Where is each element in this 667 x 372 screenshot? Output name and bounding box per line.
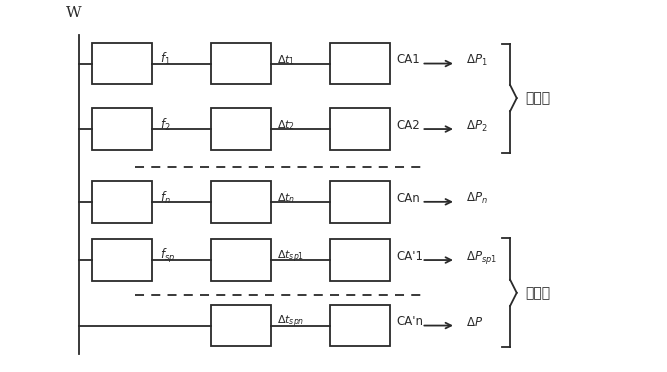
Text: $f_{sp}$: $f_{sp}$ (159, 247, 175, 265)
Bar (211, 108, 271, 150)
Bar (330, 108, 390, 150)
Bar (211, 239, 271, 281)
Text: $f_1$: $f_1$ (159, 51, 170, 67)
Text: CAn: CAn (396, 192, 420, 205)
Bar (330, 305, 390, 346)
Text: CA2: CA2 (396, 119, 420, 132)
Bar (92, 43, 151, 84)
Bar (211, 43, 271, 84)
Bar (330, 181, 390, 223)
Text: $\Delta P_{sp1}$: $\Delta P_{sp1}$ (466, 248, 497, 266)
Text: $\Delta P$: $\Delta P$ (466, 316, 483, 329)
Text: CA1: CA1 (396, 54, 420, 67)
Text: $\Delta t_n$: $\Delta t_n$ (277, 191, 295, 205)
Text: $\Delta t_1$: $\Delta t_1$ (277, 53, 295, 67)
Text: $\Delta t_{sp1}$: $\Delta t_{sp1}$ (277, 248, 304, 264)
Text: CA'1: CA'1 (396, 250, 424, 263)
Bar (330, 239, 390, 281)
Text: $\Delta P_n$: $\Delta P_n$ (466, 191, 488, 206)
Text: W: W (67, 6, 82, 20)
Text: $\Delta t_2$: $\Delta t_2$ (277, 119, 295, 132)
Text: 特殊级: 特殊级 (526, 286, 550, 300)
Bar (211, 305, 271, 346)
Text: $f_2$: $f_2$ (159, 117, 170, 133)
Bar (92, 239, 151, 281)
Text: 基本级: 基本级 (526, 91, 550, 105)
Text: $\Delta P_2$: $\Delta P_2$ (466, 119, 488, 134)
Bar (92, 108, 151, 150)
Bar (211, 181, 271, 223)
Bar (330, 43, 390, 84)
Text: $f_n$: $f_n$ (159, 189, 170, 205)
Text: $\Delta t_{spn}$: $\Delta t_{spn}$ (277, 314, 305, 330)
Bar (92, 181, 151, 223)
Text: $\Delta P_1$: $\Delta P_1$ (466, 53, 488, 68)
Text: CA'n: CA'n (396, 315, 424, 328)
